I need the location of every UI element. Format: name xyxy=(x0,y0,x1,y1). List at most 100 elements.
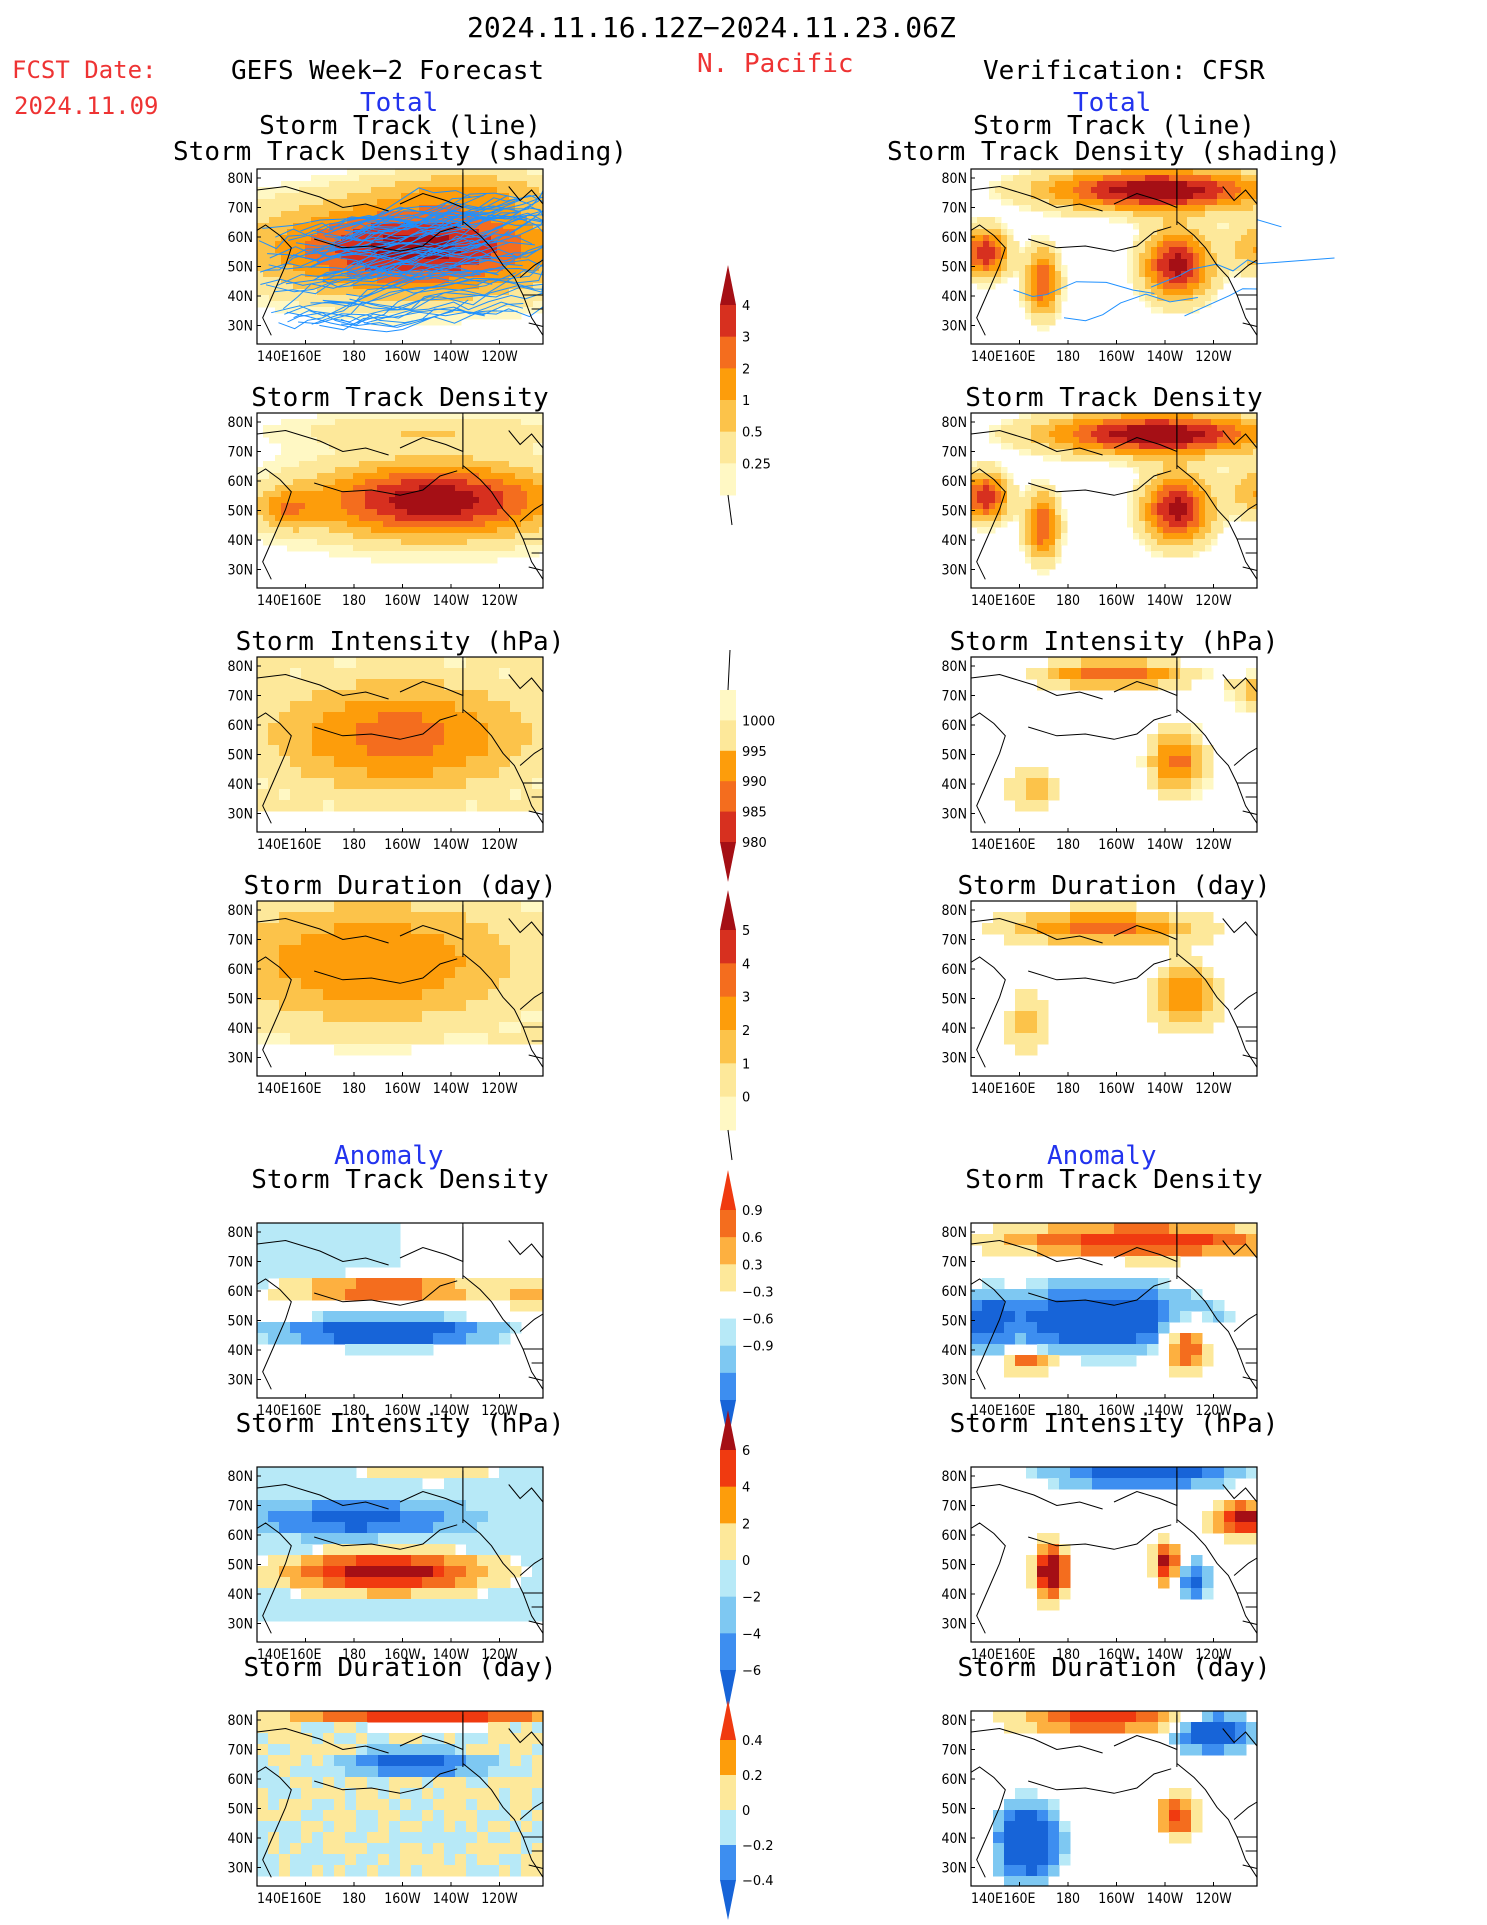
colorbar-label: 990 xyxy=(742,775,767,790)
lon-tick-label: 140W xyxy=(433,1891,470,1907)
lon-tick-label: 160E xyxy=(1004,593,1036,609)
lat-tick-label: 50N xyxy=(942,1558,967,1574)
colorbar-label: −0.4 xyxy=(742,1874,774,1889)
lat-tick-label: 70N xyxy=(942,1499,967,1515)
left-panel-title: Storm Track Density xyxy=(251,383,549,413)
lon-tick-label: 160W xyxy=(1098,1403,1135,1419)
lon-tick-label: 160E xyxy=(1004,349,1036,365)
field-shading xyxy=(257,901,544,1056)
lon-tick-label: 180 xyxy=(1056,837,1080,853)
coastline xyxy=(256,413,544,580)
colorbar-label: 4 xyxy=(742,957,750,972)
lon-tick-label: 140E xyxy=(257,593,289,609)
colorbar-label: 1 xyxy=(742,1057,750,1072)
colorbar-label: 2 xyxy=(742,362,750,377)
lat-tick-label: 70N xyxy=(942,201,967,217)
lon-tick-label: 140E xyxy=(257,837,289,853)
lon-tick-label: 140W xyxy=(1147,349,1184,365)
lat-tick-label: 30N xyxy=(942,1617,967,1633)
lon-tick-label: 140E xyxy=(971,349,1003,365)
lon-tick-label: 160E xyxy=(290,1081,322,1097)
lat-tick-label: 60N xyxy=(942,1284,967,1300)
date-range-title: 2024.11.16.12Z−2024.11.23.06Z xyxy=(467,11,956,44)
verification-title: Verification: CFSR xyxy=(983,56,1265,86)
colorbar-label: −2 xyxy=(742,1591,761,1606)
colorbar-label: 0.5 xyxy=(742,426,763,441)
lat-tick-label: 70N xyxy=(942,689,967,705)
lon-tick-label: 160E xyxy=(290,1403,322,1419)
lon-tick-label: 160W xyxy=(384,1403,421,1419)
lon-tick-label: 140W xyxy=(433,837,470,853)
left-panel-title: Storm Duration (day) xyxy=(243,871,557,901)
lon-tick-label: 120W xyxy=(1195,1081,1232,1097)
lon-tick-label: 160W xyxy=(384,593,421,609)
lat-tick-label: 80N xyxy=(228,1469,253,1485)
coastline xyxy=(256,1711,544,1878)
lat-tick-label: 60N xyxy=(942,474,967,490)
lat-tick-label: 80N xyxy=(942,659,967,675)
lon-tick-label: 180 xyxy=(1056,1403,1080,1419)
lon-tick-label: 140E xyxy=(971,1403,1003,1419)
map-frame xyxy=(256,1466,544,1643)
colorbar-intensity-anomaly: 6 4 2 0 −2 −4 −6 xyxy=(720,1410,761,1710)
fcst-date-label: FCST Date: xyxy=(12,56,157,84)
left-panel-title: Storm Intensity (hPa) xyxy=(235,1409,565,1439)
lon-tick-label: 140E xyxy=(971,1081,1003,1097)
lon-tick-label: 120W xyxy=(1195,349,1232,365)
lat-tick-label: 60N xyxy=(942,1772,967,1788)
lat-tick-label: 30N xyxy=(942,319,967,335)
right-panel-title: Storm Track (line) xyxy=(973,111,1255,141)
lat-tick-label: 50N xyxy=(228,504,253,520)
lon-tick-label: 160W xyxy=(1098,349,1135,365)
lat-tick-label: 40N xyxy=(942,1587,967,1603)
lat-tick-label: 70N xyxy=(228,201,253,217)
lat-tick-label: 80N xyxy=(942,171,967,187)
model-title: GEFS Week−2 Forecast xyxy=(231,56,545,86)
lat-tick-label: 50N xyxy=(942,260,967,276)
colorbar-label: −0.2 xyxy=(742,1839,774,1854)
lon-tick-label: 140W xyxy=(433,1081,470,1097)
coastline xyxy=(970,1467,1258,1634)
lon-tick-label: 120W xyxy=(1195,1647,1232,1663)
left-total-label: Total xyxy=(360,88,439,118)
lat-tick-label: 70N xyxy=(228,445,253,461)
lon-tick-label: 160E xyxy=(290,593,322,609)
coastline xyxy=(970,413,1258,580)
lon-tick-label: 140W xyxy=(433,1403,470,1419)
field-shading xyxy=(257,1711,544,1877)
lat-tick-label: 40N xyxy=(228,777,253,793)
lon-tick-label: 180 xyxy=(342,1403,366,1419)
colorbar-label: 995 xyxy=(742,745,767,760)
lon-tick-label: 160W xyxy=(1098,837,1135,853)
colorbar-label: −0.3 xyxy=(742,1285,774,1300)
map-frame xyxy=(970,1710,1258,1887)
colorbar-label: 980 xyxy=(742,836,767,851)
map-frame xyxy=(970,168,1258,345)
lon-tick-label: 140W xyxy=(433,1647,470,1663)
lat-tick-label: 40N xyxy=(228,1587,253,1603)
lon-tick-label: 120W xyxy=(1195,1891,1232,1907)
lat-tick-label: 60N xyxy=(942,962,967,978)
colorbar-duration-total: 5 4 3 2 1 0 xyxy=(720,890,750,1161)
lon-tick-label: 160E xyxy=(1004,1081,1036,1097)
map-frame xyxy=(970,656,1258,833)
lat-tick-label: 60N xyxy=(228,230,253,246)
lat-tick-label: 40N xyxy=(942,533,967,549)
right-anomaly-label: Anomaly xyxy=(1047,1141,1157,1171)
right-panel-title: Storm Duration (day) xyxy=(957,1653,1271,1683)
lat-tick-label: 70N xyxy=(228,1255,253,1271)
coastline xyxy=(970,1223,1258,1390)
lon-tick-label: 140E xyxy=(257,1081,289,1097)
lon-tick-label: 120W xyxy=(1195,1403,1232,1419)
map-frame xyxy=(256,1222,544,1399)
colorbar-label: 0 xyxy=(742,1091,750,1106)
lon-tick-label: 180 xyxy=(342,837,366,853)
colorbar-label: 3 xyxy=(742,991,750,1006)
